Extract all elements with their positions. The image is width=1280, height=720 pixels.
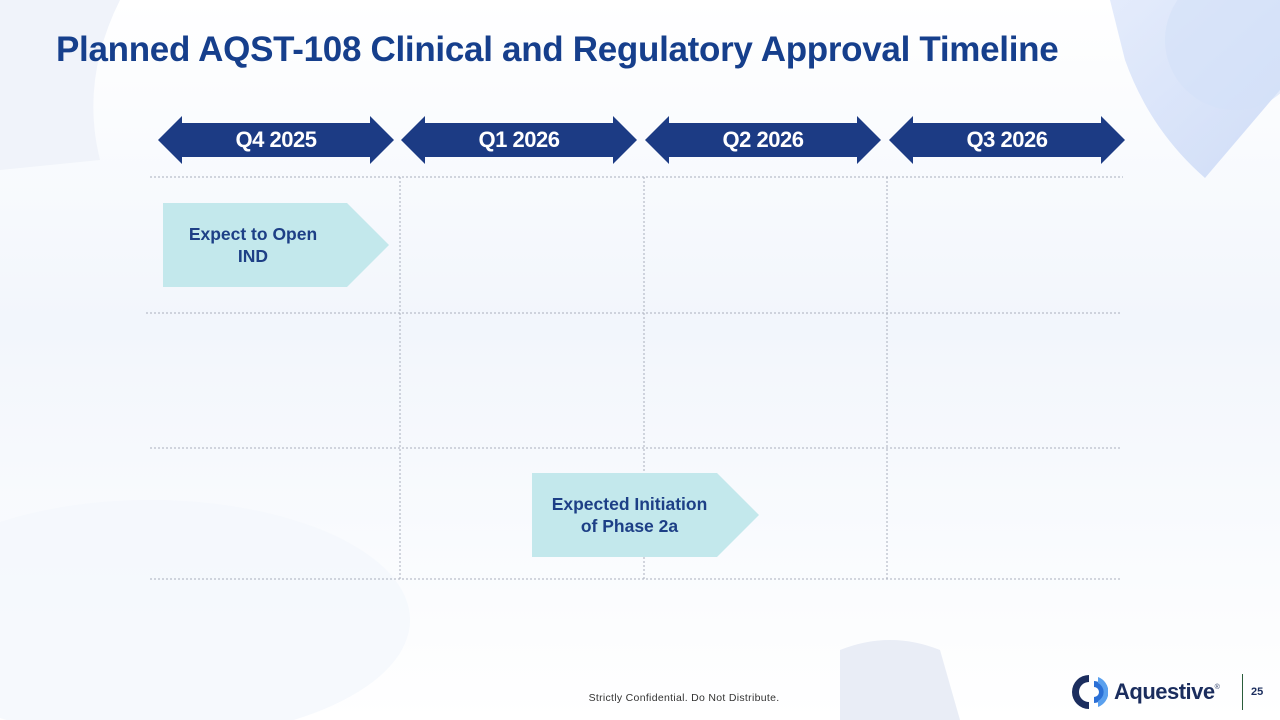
- company-logo: Aquestive ®: [1070, 672, 1238, 712]
- quarter-arrow-q1-2026: Q1 2026: [401, 116, 637, 164]
- milestone-open-ind-line2: IND: [237, 246, 269, 266]
- logo-text: Aquestive: [1114, 679, 1215, 704]
- quarter-arrow-q3-2026: Q3 2026: [889, 116, 1125, 164]
- page-number: 25: [1251, 686, 1264, 698]
- milestone-phase-2a-line1: Expected Initiation: [551, 494, 708, 514]
- milestone-phase-2a: Expected Initiation of Phase 2a: [532, 473, 759, 557]
- milestone-open-ind: Expect to Open IND: [163, 203, 389, 287]
- milestone-open-ind-line1: Expect to Open: [188, 224, 318, 244]
- confidentiality-footer: Strictly Confidential. Do Not Distribute…: [588, 692, 780, 704]
- quarter-arrow-q4-2025: Q4 2025: [158, 116, 394, 164]
- logo-registered-mark: ®: [1214, 683, 1220, 691]
- milestone-phase-2a-line2: of Phase 2a: [580, 516, 679, 536]
- aquestive-logo-icon: [1072, 675, 1108, 709]
- logo-separator: [1242, 674, 1243, 710]
- quarter-arrow-q2-2026: Q2 2026: [645, 116, 881, 164]
- slide-title: Planned AQST-108 Clinical and Regulatory…: [56, 30, 1059, 69]
